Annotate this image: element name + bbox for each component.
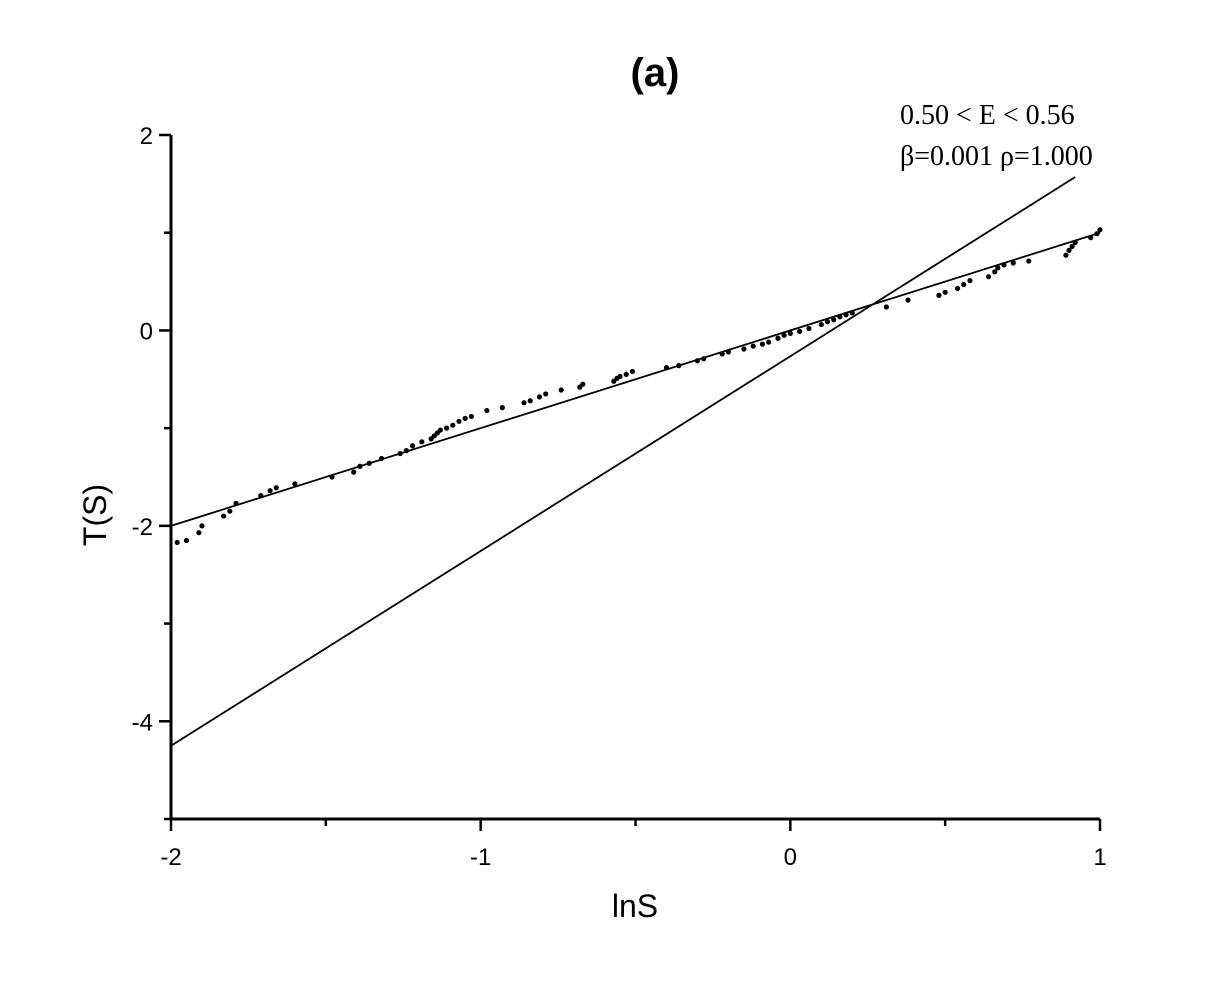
data-point — [954, 285, 961, 292]
data-point — [1001, 262, 1007, 268]
data-point — [366, 460, 372, 466]
data-point — [258, 492, 264, 499]
data-point — [750, 343, 756, 349]
data-point — [961, 281, 967, 288]
data-point — [694, 358, 701, 364]
x-tick-label: 1 — [1093, 844, 1106, 871]
data-point — [818, 321, 824, 328]
chart-title: (a) — [631, 51, 680, 95]
data-point — [292, 481, 298, 487]
data-point — [267, 488, 273, 494]
data-point — [701, 356, 707, 362]
data-point — [1072, 239, 1078, 246]
y-tick-label: 0 — [140, 318, 153, 345]
y-tick-label: -4 — [132, 709, 153, 736]
data-point — [543, 391, 549, 397]
data-point — [196, 530, 202, 536]
data-point — [831, 317, 837, 323]
data-point — [781, 332, 787, 338]
data-point — [174, 539, 180, 546]
data-point — [468, 413, 474, 420]
data-point — [824, 319, 831, 325]
data-point — [663, 364, 670, 371]
data-point — [227, 508, 233, 514]
data-point — [942, 289, 948, 295]
data-point — [403, 448, 409, 454]
data-point — [456, 418, 462, 424]
data-point — [775, 335, 781, 341]
data-point — [329, 474, 335, 480]
data-point — [759, 341, 766, 347]
x-tick-label: -1 — [470, 844, 491, 871]
data-point — [1097, 227, 1103, 233]
data-point — [1088, 235, 1094, 241]
data-point — [967, 277, 973, 284]
fit-line-1 — [170, 231, 1101, 527]
data-point — [419, 439, 425, 445]
data-point — [233, 500, 239, 506]
x-axis-label: lnS — [612, 888, 658, 924]
data-point — [806, 325, 812, 332]
data-point — [837, 314, 843, 320]
data-point — [536, 394, 543, 400]
data-point — [444, 425, 450, 431]
data-point — [527, 398, 533, 404]
x-tick-label: 0 — [784, 844, 797, 871]
annotation-params: β=0.001 ρ=1.000 — [900, 141, 1093, 172]
data-point — [462, 415, 468, 421]
data-point — [409, 443, 416, 449]
fit-lines — [170, 176, 1101, 747]
axes: -2 -1 0 1 -4 -2 0 2 — [132, 123, 1107, 871]
data-point — [558, 387, 564, 393]
data-point — [450, 422, 456, 428]
data-point — [437, 427, 444, 433]
y-tick-label: 2 — [140, 123, 153, 150]
data-point — [397, 450, 403, 457]
data-point — [985, 274, 992, 280]
data-point — [787, 330, 793, 336]
annotation-range: 0.50 < E < 0.56 — [900, 100, 1075, 131]
data-point — [580, 381, 586, 387]
data-point — [725, 349, 732, 355]
data-point — [199, 523, 205, 529]
data-point — [936, 292, 942, 298]
data-point — [1010, 260, 1016, 266]
data-point — [351, 469, 357, 475]
data-point — [1063, 252, 1069, 258]
data-point — [357, 463, 363, 469]
data-point — [995, 265, 1001, 271]
y-tick-label: -2 — [132, 514, 153, 541]
data-point — [766, 339, 772, 345]
data-point — [484, 407, 490, 414]
data-point — [378, 455, 385, 462]
data-point — [883, 304, 889, 310]
data-point — [623, 371, 629, 377]
data-point — [1026, 258, 1032, 264]
x-tick-label: -2 — [160, 844, 181, 871]
data-point — [843, 312, 849, 318]
data-point — [617, 373, 623, 379]
data-points — [174, 227, 1103, 546]
data-point — [676, 363, 682, 369]
data-point — [273, 485, 279, 491]
y-axis-label: T(S) — [77, 484, 113, 546]
data-point — [629, 368, 636, 375]
data-point — [905, 297, 911, 303]
data-point — [1066, 247, 1072, 253]
data-point — [849, 310, 855, 316]
data-point — [992, 269, 998, 275]
data-point — [741, 346, 747, 352]
data-point — [1069, 243, 1075, 249]
data-point — [499, 405, 505, 411]
data-point — [1094, 231, 1100, 237]
data-point — [521, 400, 527, 406]
data-point — [183, 537, 190, 544]
data-point — [719, 351, 725, 357]
data-point — [221, 513, 227, 519]
fit-line-2 — [170, 176, 1076, 747]
data-point — [797, 328, 803, 335]
